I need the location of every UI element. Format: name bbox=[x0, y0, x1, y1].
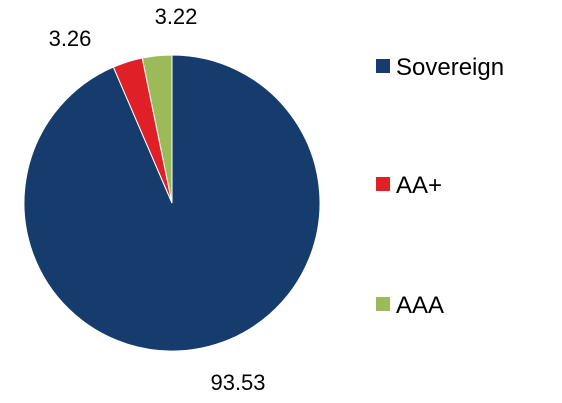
legend-swatch-aaa bbox=[376, 297, 390, 311]
legend-label-aa: AA+ bbox=[396, 172, 442, 199]
data-label-aaa: 3.22 bbox=[155, 4, 198, 29]
legend: Sovereign AA+ AAA bbox=[376, 54, 504, 319]
data-label-aa: 3.26 bbox=[49, 26, 92, 51]
legend-label-aaa: AAA bbox=[396, 292, 444, 319]
legend-label-sovereign: Sovereign bbox=[396, 54, 504, 81]
data-labels: 93.53 3.26 3.22 bbox=[49, 4, 266, 395]
pie-slices bbox=[23, 54, 321, 352]
pie-slice-aaa bbox=[141, 54, 173, 204]
data-label-sovereign: 93.53 bbox=[210, 370, 265, 395]
legend-swatch-aa bbox=[376, 177, 390, 191]
legend-swatch-sovereign bbox=[376, 59, 390, 73]
